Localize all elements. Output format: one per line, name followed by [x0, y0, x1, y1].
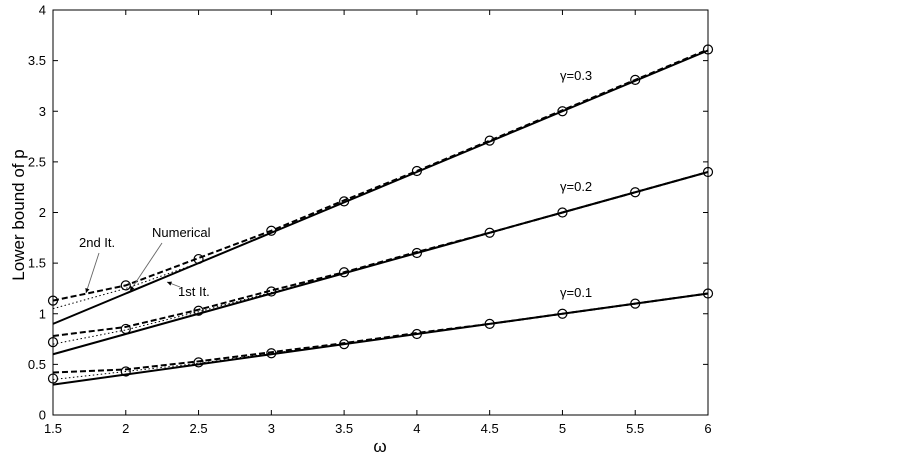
- data-point-marker: [630, 187, 641, 198]
- second-iteration-arrow-head: [85, 288, 90, 293]
- x-tick-label: 3: [268, 421, 275, 436]
- data-point-marker: [339, 267, 350, 278]
- plot-frame: [52, 9, 709, 416]
- x-tick-label: 3.5: [335, 421, 353, 436]
- x-tick-label: 5: [559, 421, 566, 436]
- second-iteration-arrow: [85, 252, 100, 294]
- data-point-marker: [411, 165, 422, 177]
- numerical-line: [52, 292, 709, 386]
- numerical-annotation: Numerical: [152, 225, 211, 240]
- x-tick-label: 6: [704, 421, 711, 436]
- y-tick-label: 3: [39, 104, 46, 119]
- data-point-marker: [484, 318, 495, 329]
- y-tick-label: 2: [39, 205, 46, 220]
- data-point-marker: [339, 196, 350, 207]
- data-point-marker: [484, 135, 495, 146]
- gamma-label: γ=0.1: [560, 285, 592, 300]
- data-point-marker: [120, 323, 131, 335]
- data-point-marker: [120, 366, 131, 377]
- data-point-marker: [557, 308, 568, 319]
- y-axis-title: Lower bound of p: [9, 149, 28, 280]
- numerical-arrow: [129, 242, 163, 292]
- y-tick-label: 0: [39, 408, 46, 423]
- data-point-marker: [339, 339, 350, 350]
- y-tick-label: 4: [39, 3, 46, 18]
- data-point-marker: [47, 337, 59, 348]
- y-tick-label: 2.5: [28, 154, 46, 169]
- data-point-marker: [266, 286, 277, 297]
- data-point-marker: [484, 227, 495, 238]
- data-point-marker: [266, 225, 277, 236]
- x-tick-label: 1.5: [44, 421, 62, 436]
- y-tick-label: 1: [39, 306, 46, 321]
- data-point-marker: [702, 44, 714, 55]
- gamma-label: γ=0.3: [560, 68, 592, 83]
- plot-area-border: [52, 9, 709, 416]
- y-tick-label: 1.5: [28, 256, 46, 271]
- x-tick-label: 4.5: [481, 421, 499, 436]
- first-iteration-annotation: 1st It.: [178, 284, 210, 299]
- gamma-label: γ=0.2: [560, 179, 592, 194]
- data-point-marker: [193, 253, 204, 265]
- data-point-marker: [47, 295, 59, 306]
- axis-ticks: 1.5 2 2.5 3 3.5 4 4.5 5 5.5 6 0 0.5 1 1.5 2 2.5 3 3.5 4: [28, 3, 712, 437]
- second-iteration-line: [52, 48, 709, 302]
- data-point-marker: [557, 106, 568, 117]
- data-point-marker: [193, 357, 204, 368]
- data-point-marker: [702, 288, 714, 299]
- data-point-marker: [411, 328, 422, 340]
- y-tick-label: 0.5: [28, 357, 46, 372]
- numerical-arrow-head: [130, 286, 135, 291]
- data-point-marker: [630, 74, 641, 85]
- numerical-line: [52, 49, 709, 325]
- x-axis-title: ω: [373, 437, 386, 456]
- data-point-marker: [630, 298, 641, 309]
- numerical-line: [52, 171, 709, 356]
- x-tick-label: 4: [413, 421, 420, 436]
- data-point-marker: [557, 207, 568, 218]
- data-point-marker: [266, 348, 277, 359]
- x-tick-label: 2: [122, 421, 129, 436]
- first-iteration-line: [52, 171, 709, 345]
- data-point-marker: [120, 280, 131, 291]
- series-layer: [47, 44, 714, 386]
- data-point-marker: [47, 373, 59, 384]
- first-iteration-line: [52, 50, 709, 310]
- first-iteration-arrow-head: [167, 281, 172, 286]
- y-tick-label: 3.5: [28, 53, 46, 68]
- x-tick-label: 5.5: [626, 421, 644, 436]
- data-point-marker: [411, 247, 422, 259]
- data-point-marker: [702, 166, 714, 178]
- data-point-marker: [193, 305, 204, 316]
- second-iteration-annotation: 2nd It.: [79, 235, 115, 250]
- annotations-layer: γ=0.3 γ=0.2 γ=0.1 Numerical 2nd It. 1st It.: [79, 68, 592, 300]
- second-iteration-line: [52, 292, 709, 374]
- x-tick-label: 2.5: [190, 421, 208, 436]
- second-iteration-line: [52, 171, 709, 338]
